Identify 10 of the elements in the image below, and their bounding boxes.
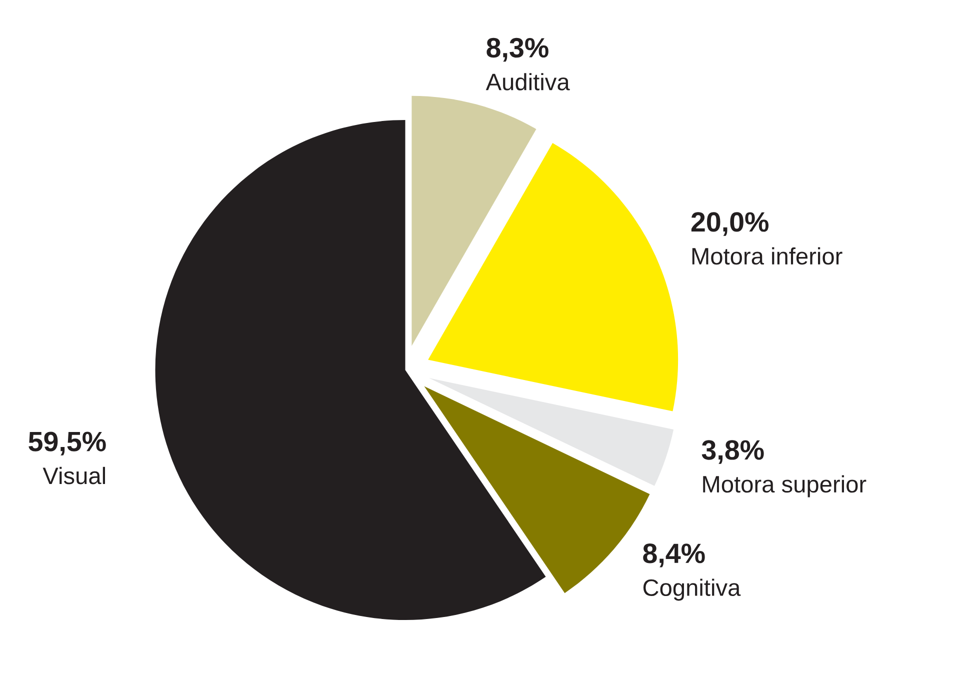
slice-label: Motora superior: [703, 475, 866, 498]
data-label: 8,4%: [643, 544, 705, 568]
data-label: 8,3%: [486, 38, 548, 62]
data-label: 20,0%: [691, 212, 768, 236]
data-label: 3,8%: [702, 440, 764, 464]
data-label: 59,5%: [28, 432, 106, 456]
slice-label: Auditiva: [486, 73, 570, 90]
slice-label: Cognitiva: [643, 578, 741, 601]
slice-label: Motora inferior: [692, 247, 842, 265]
slice-label: Visual: [42, 466, 105, 484]
